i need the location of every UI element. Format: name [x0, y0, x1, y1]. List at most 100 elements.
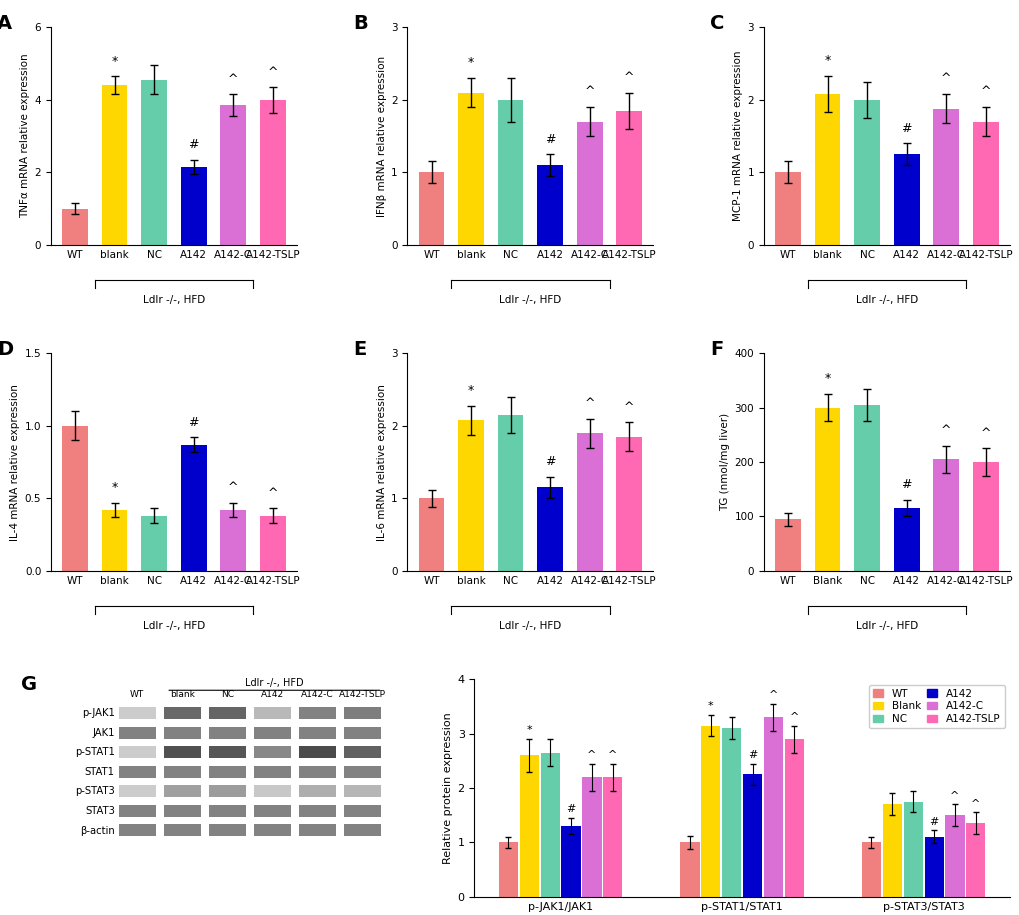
Bar: [784, 739, 803, 897]
Bar: [299, 766, 335, 778]
Bar: [180, 445, 207, 571]
Y-axis label: Relative protein expression: Relative protein expression: [443, 712, 453, 864]
Text: C: C: [709, 15, 723, 34]
Y-axis label: IL-6 mRNA relative expression: IL-6 mRNA relative expression: [377, 383, 386, 541]
Bar: [881, 804, 901, 897]
Text: *: *: [526, 726, 532, 736]
Text: *: *: [111, 481, 117, 494]
Bar: [164, 746, 201, 759]
Text: G: G: [21, 675, 38, 694]
Text: *: *: [468, 57, 474, 70]
Text: STAT1: STAT1: [85, 767, 115, 777]
Bar: [458, 92, 483, 244]
Bar: [893, 155, 918, 244]
Bar: [164, 805, 201, 817]
Bar: [615, 111, 642, 244]
Text: *: *: [707, 701, 713, 711]
Bar: [119, 824, 156, 836]
Text: ^: ^: [624, 401, 634, 414]
Bar: [119, 746, 156, 759]
Y-axis label: TNFα mRNA relative expression: TNFα mRNA relative expression: [20, 54, 31, 219]
Text: #: #: [189, 138, 199, 151]
Bar: [537, 165, 562, 244]
Bar: [343, 707, 381, 719]
Y-axis label: IL-4 mRNA relative expression: IL-4 mRNA relative expression: [10, 383, 20, 541]
Bar: [254, 746, 290, 759]
Text: WT: WT: [130, 690, 145, 698]
Bar: [254, 785, 290, 797]
Text: Ldlr -/-, HFD: Ldlr -/-, HFD: [498, 295, 561, 305]
Text: #: #: [544, 133, 555, 145]
Text: #: #: [544, 455, 555, 468]
Bar: [932, 109, 958, 244]
Text: ^: ^: [950, 791, 959, 801]
Text: Ldlr -/-, HFD: Ldlr -/-, HFD: [143, 295, 205, 305]
Text: D: D: [0, 340, 13, 360]
Bar: [209, 824, 246, 836]
Text: A142: A142: [261, 690, 283, 698]
Bar: [774, 519, 800, 571]
Text: ^: ^: [584, 85, 594, 99]
Bar: [209, 766, 246, 778]
Bar: [540, 753, 559, 897]
Text: A: A: [0, 15, 12, 34]
Bar: [861, 843, 880, 897]
Bar: [700, 726, 719, 897]
Text: ^: ^: [789, 712, 798, 722]
Bar: [254, 805, 290, 817]
Text: *: *: [111, 55, 117, 68]
Bar: [209, 727, 246, 738]
Text: ^: ^: [584, 397, 594, 410]
Bar: [209, 746, 246, 759]
Bar: [853, 100, 879, 244]
Text: #: #: [928, 816, 937, 826]
Bar: [164, 785, 201, 797]
Text: ^: ^: [607, 749, 616, 759]
Text: ^: ^: [228, 73, 238, 86]
Text: Ldlr -/-, HFD: Ldlr -/-, HFD: [855, 295, 917, 305]
Bar: [932, 459, 958, 571]
Bar: [62, 209, 88, 244]
Bar: [893, 508, 918, 571]
Bar: [343, 785, 381, 797]
Text: ^: ^: [587, 749, 596, 759]
Text: p-JAK1: p-JAK1: [82, 708, 115, 718]
Y-axis label: TG (nmol/mg liver): TG (nmol/mg liver): [719, 413, 730, 511]
Bar: [260, 516, 285, 571]
Bar: [577, 433, 602, 571]
Bar: [254, 727, 290, 738]
Bar: [299, 805, 335, 817]
Text: JAK1: JAK1: [93, 727, 115, 737]
Bar: [299, 824, 335, 836]
Bar: [142, 80, 167, 244]
Bar: [814, 408, 840, 571]
Text: blank: blank: [170, 690, 195, 698]
Bar: [519, 756, 538, 897]
Bar: [560, 826, 580, 897]
Text: ^: ^: [941, 72, 951, 85]
Y-axis label: MCP-1 mRNA relative expression: MCP-1 mRNA relative expression: [733, 51, 743, 221]
Bar: [299, 727, 335, 738]
Text: Ldlr -/-, HFD: Ldlr -/-, HFD: [498, 620, 561, 630]
Bar: [343, 727, 381, 738]
Text: Ldlr -/-, HFD: Ldlr -/-, HFD: [245, 678, 304, 688]
Text: *: *: [468, 384, 474, 397]
Bar: [260, 100, 285, 244]
Text: ^: ^: [267, 487, 278, 500]
Text: ^: ^: [941, 424, 951, 437]
Text: ^: ^: [979, 426, 990, 440]
Text: #: #: [747, 749, 756, 759]
Text: #: #: [566, 804, 575, 814]
Bar: [742, 774, 761, 897]
Bar: [343, 805, 381, 817]
Bar: [119, 707, 156, 719]
Bar: [164, 727, 201, 738]
Bar: [923, 837, 943, 897]
Text: B: B: [353, 15, 368, 34]
Bar: [343, 766, 381, 778]
Bar: [418, 172, 444, 244]
Bar: [102, 510, 127, 571]
Bar: [721, 728, 741, 897]
Text: *: *: [823, 54, 829, 68]
Bar: [602, 777, 622, 897]
